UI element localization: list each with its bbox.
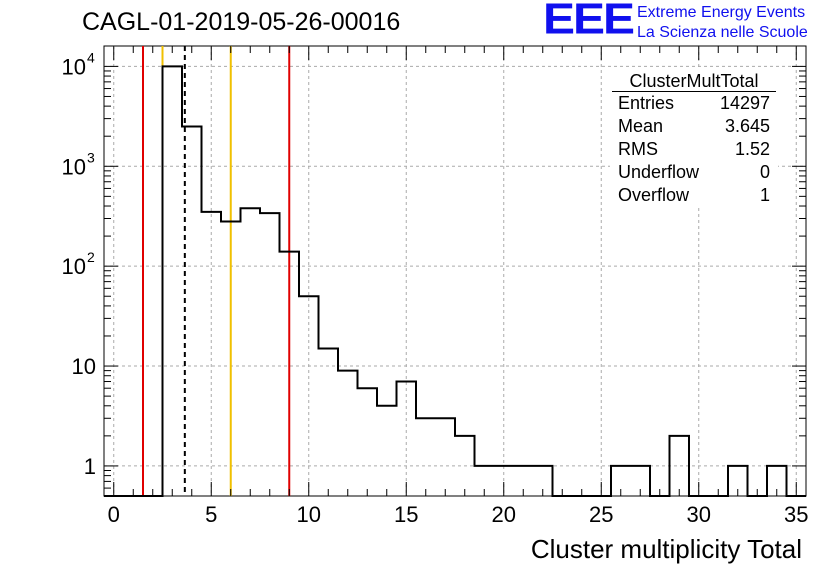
y-tick-label: 10 <box>72 354 96 379</box>
histogram-bins <box>104 65 806 497</box>
stats-value: 1 <box>759 185 770 205</box>
logo-line-2: La Scienza nelle Scuole <box>637 24 808 41</box>
stats-box: ClusterMultTotal Entries 14297 Mean 3.64… <box>610 69 778 206</box>
y-tick-label: 10 <box>62 154 86 179</box>
x-tick-label: 20 <box>492 502 516 527</box>
x-axis-ticks: 0 5 10 15 20 25 30 35 <box>108 46 808 527</box>
stats-key: Mean <box>618 116 664 136</box>
stats-value: 3.645 <box>724 116 770 136</box>
x-tick-label: 35 <box>784 502 808 527</box>
stats-key: Underflow <box>618 162 700 182</box>
stats-title: ClusterMultTotal <box>629 71 759 91</box>
stats-value: 1.52 <box>734 139 770 159</box>
stats-value: 14297 <box>719 93 770 113</box>
stats-key: RMS <box>618 139 658 159</box>
x-tick-label: 10 <box>297 502 321 527</box>
y-tick-label: 10 <box>62 254 86 279</box>
y-tick-exponent: 4 <box>87 49 95 65</box>
stats-divider <box>612 91 776 92</box>
stats-value: 0 <box>759 162 770 182</box>
x-tick-label: 15 <box>394 502 418 527</box>
marker-lines <box>142 46 291 496</box>
chart-title: CAGL-01-2019-05-26-00016 <box>82 8 401 36</box>
y-tick-exponent: 2 <box>87 249 95 265</box>
eee-logo: EEE <box>543 0 635 44</box>
stats-key: Entries <box>618 93 675 113</box>
logo-line-1: Extreme Energy Events <box>637 4 806 21</box>
histogram-outline <box>104 65 806 497</box>
y-tick-exponent: 3 <box>87 149 95 165</box>
x-tick-label: 5 <box>205 502 217 527</box>
x-tick-label: 25 <box>589 502 613 527</box>
x-tick-label: 30 <box>687 502 711 527</box>
x-axis-title: Cluster multiplicity Total <box>530 534 802 564</box>
y-tick-label: 1 <box>84 454 96 479</box>
stats-key: Overflow <box>618 185 690 205</box>
y-tick-label: 10 <box>62 54 86 79</box>
x-tick-label: 0 <box>108 502 120 527</box>
